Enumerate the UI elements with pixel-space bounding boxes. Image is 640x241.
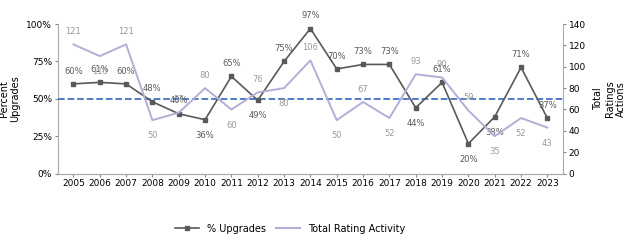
Text: 48%: 48%	[143, 84, 162, 94]
Text: 97%: 97%	[301, 11, 320, 20]
Text: 70%: 70%	[328, 52, 346, 60]
Text: 80: 80	[200, 71, 211, 80]
Text: 37%: 37%	[538, 101, 557, 110]
Text: 75%: 75%	[275, 44, 293, 53]
Text: 60%: 60%	[116, 67, 136, 75]
Text: 20%: 20%	[459, 155, 477, 164]
Text: 50: 50	[332, 131, 342, 140]
Legend: % Upgrades, Total Rating Activity: % Upgrades, Total Rating Activity	[172, 220, 409, 237]
Y-axis label: Percent
Upgrades: Percent Upgrades	[0, 75, 20, 122]
Text: 36%: 36%	[196, 131, 214, 140]
Text: 90: 90	[437, 60, 447, 69]
Text: 49%: 49%	[248, 111, 267, 120]
Text: 110: 110	[92, 67, 108, 76]
Text: 121: 121	[65, 27, 81, 36]
Text: 61%: 61%	[90, 65, 109, 74]
Text: 80: 80	[279, 99, 289, 108]
Text: 76: 76	[252, 75, 263, 84]
Text: 60%: 60%	[64, 67, 83, 75]
Text: 40%: 40%	[170, 96, 188, 105]
Text: 93: 93	[410, 57, 421, 66]
Text: 50: 50	[147, 131, 157, 140]
Y-axis label: Total
Ratings
Actions: Total Ratings Actions	[593, 80, 626, 117]
Text: 43: 43	[542, 139, 553, 148]
Text: 38%: 38%	[485, 128, 504, 137]
Text: 59: 59	[463, 93, 474, 102]
Text: 61%: 61%	[433, 65, 451, 74]
Text: 73%: 73%	[380, 47, 399, 56]
Text: 67: 67	[358, 85, 369, 94]
Text: 73%: 73%	[354, 47, 372, 56]
Text: 65%: 65%	[222, 59, 241, 68]
Text: 71%: 71%	[512, 50, 531, 59]
Text: 57: 57	[173, 95, 184, 104]
Text: 52: 52	[516, 129, 526, 138]
Text: 44%: 44%	[406, 119, 425, 128]
Text: 60: 60	[226, 120, 237, 130]
Text: 121: 121	[118, 27, 134, 36]
Text: 106: 106	[303, 43, 318, 52]
Text: 52: 52	[384, 129, 395, 138]
Text: 35: 35	[490, 147, 500, 156]
